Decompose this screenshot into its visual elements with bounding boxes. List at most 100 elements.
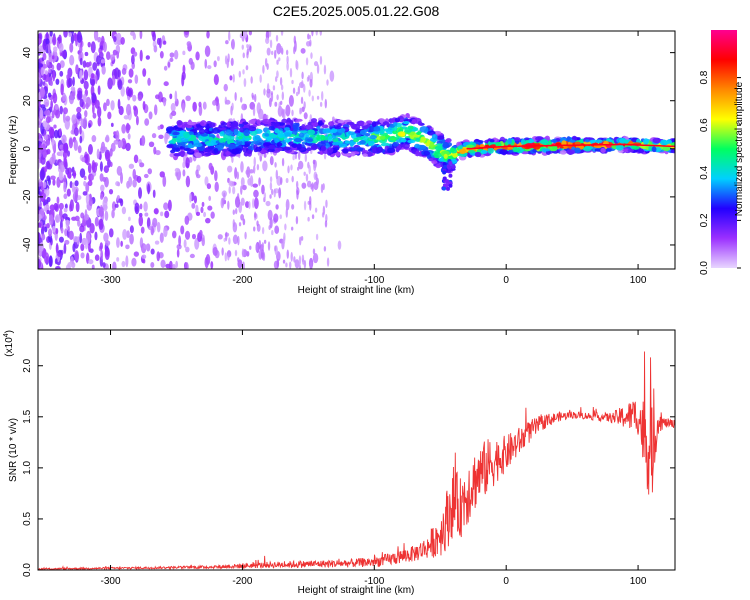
spectrogram-cell — [299, 107, 303, 114]
spectrogram-cell — [356, 147, 364, 152]
spectrogram-cell — [251, 198, 255, 209]
spectrogram-cell — [142, 100, 146, 111]
spectrogram-cell — [313, 61, 319, 67]
spectrogram-cell — [291, 204, 295, 210]
spectrogram-cell — [111, 201, 117, 212]
spectrogram-heatmap — [38, 31, 675, 269]
spectrogram-cell — [169, 93, 173, 100]
spectrogram-cell — [199, 229, 203, 237]
spectrogram-cell — [448, 183, 453, 188]
spectrogram-cell — [309, 200, 312, 211]
spectrogram-cell — [210, 211, 215, 219]
spectrogram-cell — [53, 129, 59, 139]
spectrogram-cell — [129, 233, 134, 245]
spectrogram-cell — [140, 135, 146, 147]
spectrogram-cell — [191, 233, 197, 240]
spectrogram-cell — [153, 45, 158, 53]
spectrogram-cell — [303, 112, 308, 120]
spectrogram-cell — [97, 85, 101, 95]
spectrogram-cell — [228, 237, 231, 245]
spectrogram-cell — [207, 205, 213, 211]
spectrogram-cell — [264, 133, 270, 137]
spectrogram-cell — [63, 193, 68, 200]
spectrogram-cell — [80, 252, 85, 259]
spectrogram-cell — [81, 156, 86, 163]
spectrogram-cell — [559, 150, 567, 155]
spectrogram-cell — [325, 199, 328, 209]
spectrogram-cell — [358, 120, 365, 126]
spectrogram-cell — [208, 195, 212, 201]
spectrogram-cell — [121, 123, 126, 134]
spectrogram-cell — [349, 147, 357, 151]
spectrogram-y-tick-label: 40 — [22, 47, 33, 59]
spectrogram-cell — [100, 249, 104, 260]
spectrogram-cell — [273, 213, 279, 223]
spectrogram-cell — [243, 129, 251, 137]
spectrogram-cell — [265, 37, 270, 45]
spectrogram-cell — [183, 147, 192, 152]
spectrogram-cell — [303, 83, 306, 93]
spectrogram-cell — [155, 94, 160, 100]
spectrogram-cell — [51, 55, 55, 60]
spectrogram-cell — [205, 217, 211, 224]
snr-x-tick-label: -300 — [101, 576, 121, 587]
spectrogram-cell — [297, 86, 301, 95]
spectrogram-cell — [79, 168, 86, 178]
spectrogram-cell — [323, 64, 327, 75]
spectrogram-cell — [120, 86, 125, 97]
spectrogram-cell — [285, 262, 288, 268]
spectrogram-x-ticks: -300 -200 -100 0 100 — [101, 31, 647, 286]
spectrogram-cell — [63, 31, 68, 38]
spectrogram-cell — [643, 138, 649, 145]
spectrogram-cell — [292, 87, 296, 94]
spectrogram-cell — [125, 103, 132, 116]
spectrogram-cell — [65, 264, 71, 269]
spectrogram-cell — [204, 45, 211, 57]
spectrogram-cell — [174, 167, 180, 173]
spectrogram-cell — [232, 234, 239, 245]
spectrogram-cell — [283, 132, 292, 137]
spectrogram-cell — [55, 227, 59, 235]
spectrogram-cell — [99, 45, 104, 50]
spectrogram-cell — [97, 36, 102, 43]
spectrogram-cell — [99, 242, 103, 250]
spectrogram-cell — [133, 251, 140, 257]
spectrogram-cell — [143, 201, 148, 212]
spectrogram-cell — [383, 128, 391, 132]
spectrogram-cell — [72, 76, 75, 87]
spectrogram-cell — [103, 232, 109, 243]
spectrogram-cell — [132, 168, 137, 180]
spectrogram-cell — [195, 169, 199, 177]
spectrogram-cell — [38, 37, 42, 46]
spectrogram-cell — [71, 182, 75, 193]
spectrogram-cell — [541, 148, 551, 152]
spectrogram-cell — [308, 164, 311, 175]
spectrogram-cell — [85, 96, 91, 108]
spectrogram-cell — [242, 261, 245, 269]
spectrogram-cell — [48, 126, 55, 137]
spectrogram-cell — [170, 149, 176, 154]
spectrogram-cell — [274, 49, 277, 59]
spectrogram-cell — [128, 163, 135, 169]
spectrogram-cell — [73, 139, 78, 152]
spectrogram-cell — [179, 145, 185, 150]
spectrogram-cell — [300, 96, 304, 105]
spectrogram-cell — [90, 73, 95, 79]
spectrogram-cell — [346, 121, 355, 126]
spectrogram-cell — [73, 127, 79, 137]
spectrogram-cell — [192, 101, 197, 112]
spectrogram-cell — [513, 137, 521, 142]
colorbar-tick-label: 0.4 — [699, 165, 710, 179]
spectrogram-cell — [374, 139, 379, 143]
spectrogram-cell — [341, 133, 346, 138]
spectrogram-cell — [237, 136, 244, 140]
spectrogram-cell — [282, 259, 286, 264]
spectrogram-cell — [249, 45, 252, 53]
spectrogram-cell — [226, 122, 232, 128]
spectrogram-cell — [159, 171, 165, 178]
spectrogram-cell — [106, 51, 111, 61]
spectrogram-cell — [180, 225, 185, 235]
spectrogram-cell — [93, 31, 99, 41]
spectrogram-cell — [238, 70, 242, 78]
spectrogram-cell — [164, 210, 170, 219]
